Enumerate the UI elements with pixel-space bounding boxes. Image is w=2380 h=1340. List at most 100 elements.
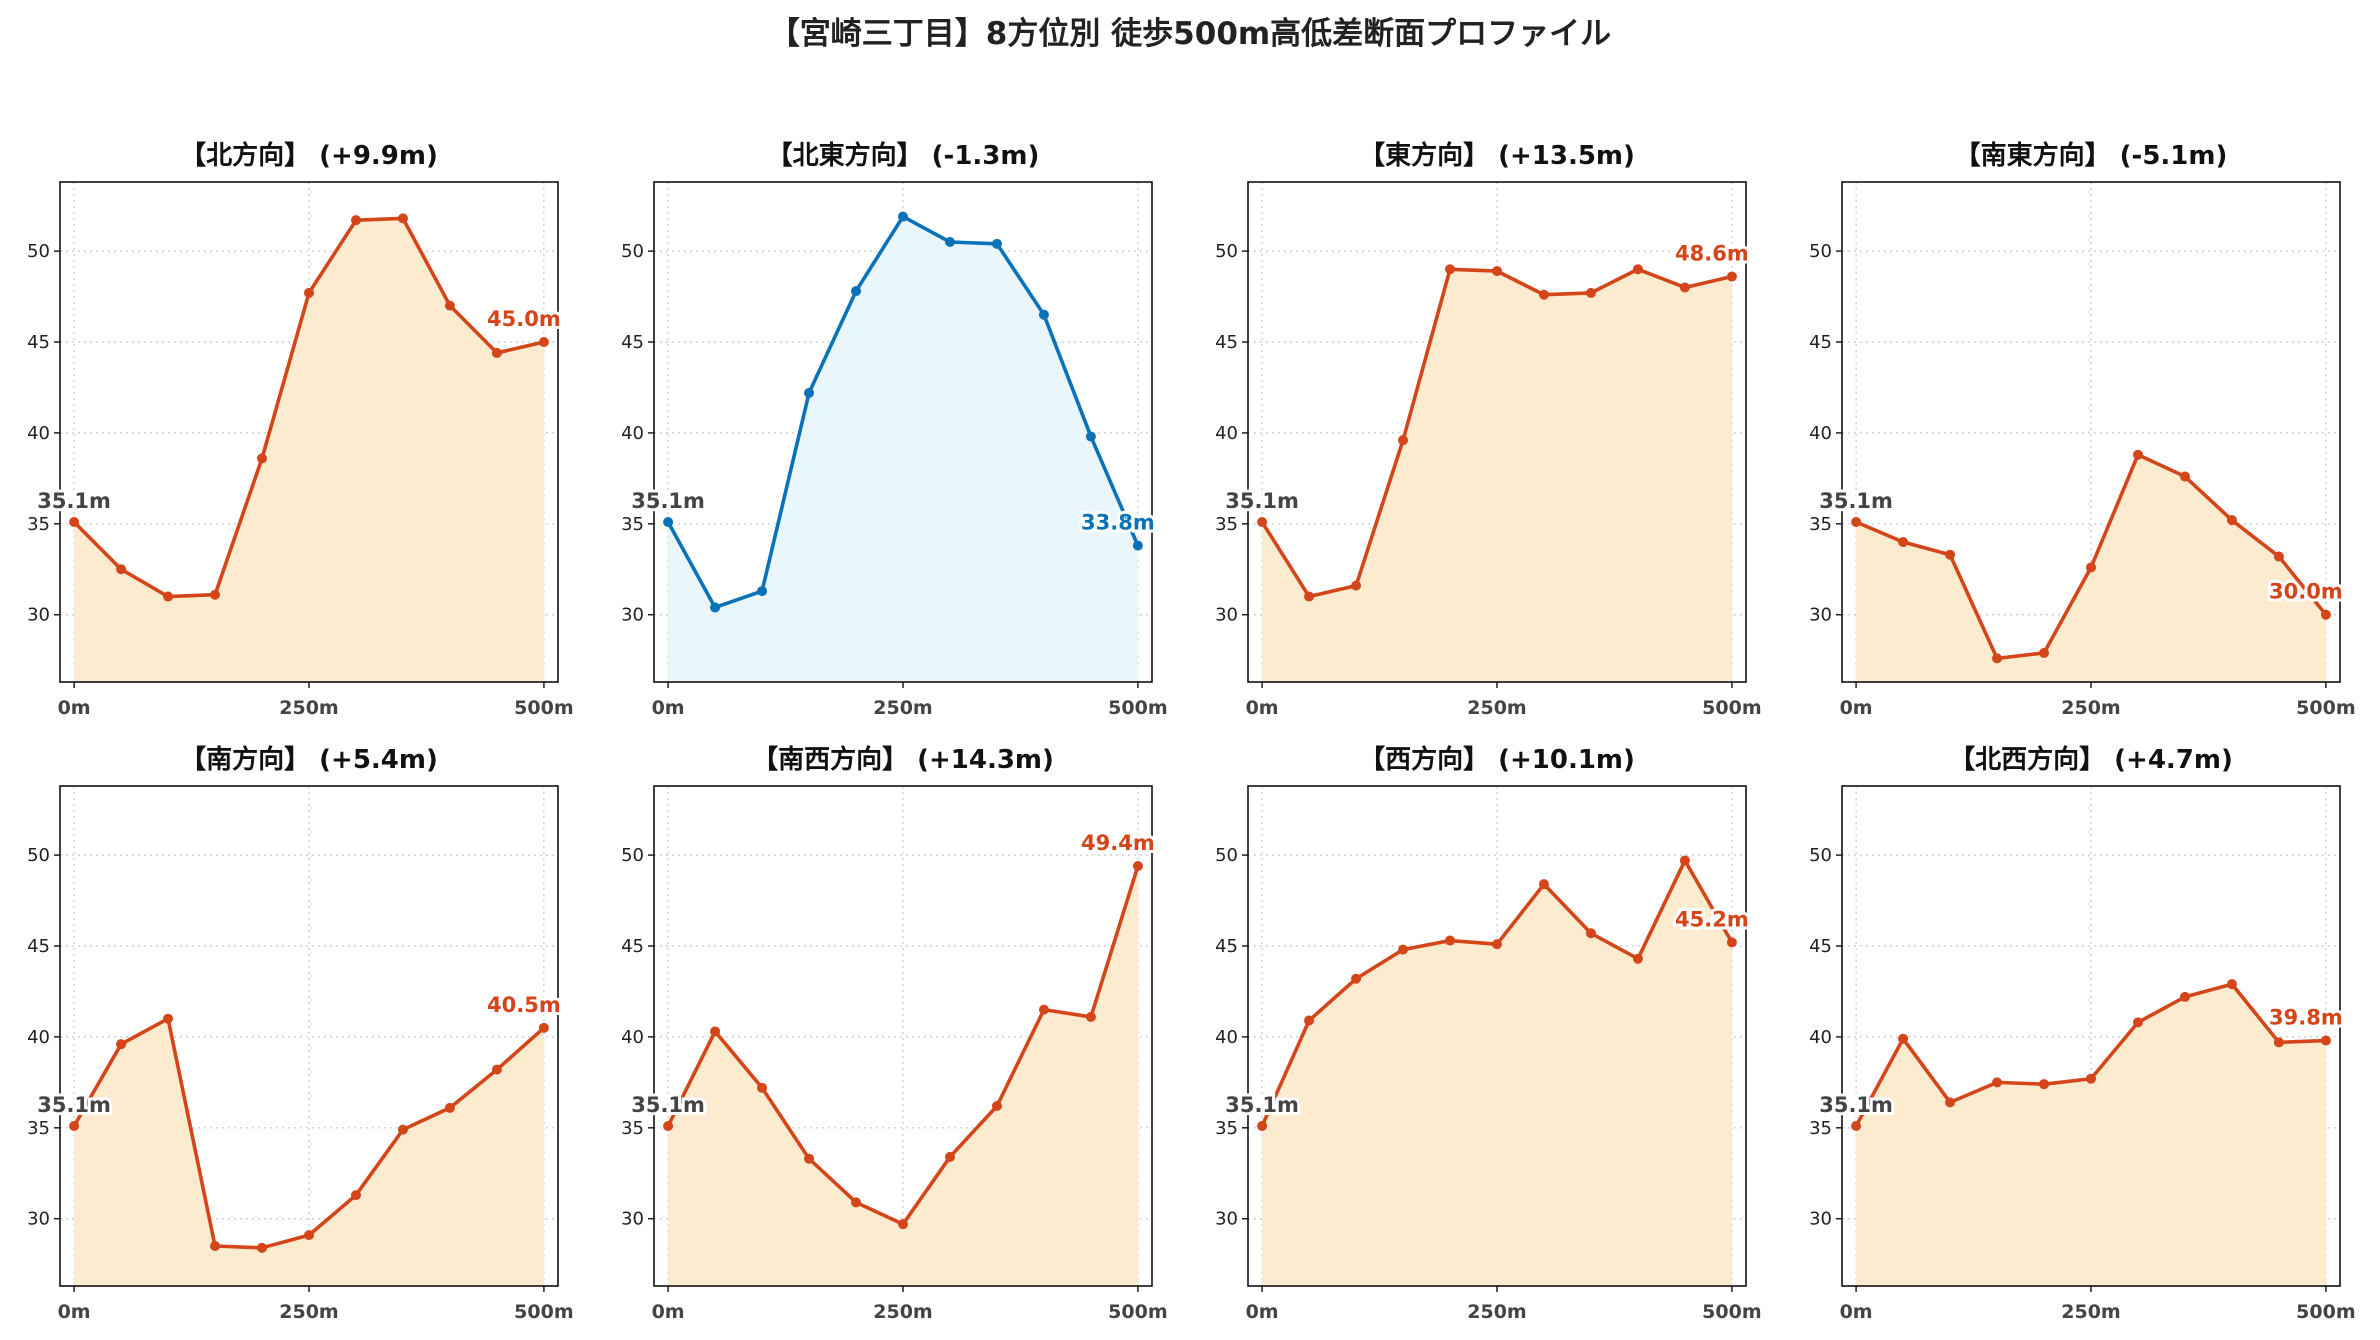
data-point — [304, 287, 314, 298]
area-fill — [1262, 269, 1732, 682]
panel-title: 【北東方向】 (-1.3m) — [767, 140, 1040, 171]
area-fill — [668, 216, 1138, 682]
x-tick-label: 0m — [1246, 1301, 1279, 1323]
data-point — [1851, 1121, 1862, 1131]
data-point — [69, 1121, 80, 1131]
data-point — [2226, 515, 2237, 526]
data-point — [1445, 935, 1456, 946]
y-tick-label: 50 — [621, 845, 644, 866]
panel-title: 【南東方向】 (-5.1m) — [1955, 140, 2228, 171]
start-value-label: 35.1m — [37, 1093, 111, 1117]
data-point — [898, 1219, 908, 1230]
y-tick-label: 50 — [1809, 241, 1832, 262]
end-value-label: 33.8m — [1081, 511, 1155, 535]
y-tick-label: 35 — [27, 514, 50, 535]
area-fill — [668, 866, 1138, 1286]
start-value-label: 35.1m — [1819, 1093, 1893, 1117]
figure-title: 【宮崎三丁目】8方位別 徒歩500m高低差断面プロファイル — [769, 16, 1611, 52]
data-point — [2226, 979, 2237, 990]
data-point — [1851, 517, 1862, 527]
data-point — [2179, 991, 2190, 1002]
x-tick-label: 500m — [514, 1301, 573, 1323]
data-point — [444, 1102, 455, 1113]
x-tick-label: 0m — [58, 1301, 91, 1323]
data-point — [1445, 264, 1456, 275]
data-point — [1585, 287, 1596, 298]
y-tick-label: 45 — [27, 332, 50, 353]
panel-title: 【南西方向】 (+14.3m) — [752, 744, 1054, 775]
x-tick-label: 250m — [279, 697, 338, 719]
data-point — [2273, 1037, 2284, 1048]
end-value-label: 40.5m — [487, 993, 561, 1017]
x-tick-label: 250m — [2061, 1301, 2120, 1323]
x-tick-label: 500m — [2296, 697, 2355, 719]
data-point — [397, 1124, 408, 1135]
data-point — [69, 517, 80, 527]
x-tick-label: 0m — [1840, 1301, 1873, 1323]
end-value-label: 45.0m — [487, 307, 561, 331]
data-point — [2179, 471, 2190, 482]
data-point — [1304, 1015, 1315, 1026]
x-tick-label: 500m — [1702, 1301, 1761, 1323]
x-tick-label: 500m — [1108, 697, 1167, 719]
end-value-label: 39.8m — [2269, 1006, 2343, 1030]
y-tick-label: 45 — [621, 936, 644, 957]
data-point — [444, 300, 455, 311]
y-tick-label: 40 — [1215, 1027, 1238, 1048]
data-point — [1257, 1121, 1268, 1131]
data-point — [2273, 551, 2284, 562]
data-point — [2320, 609, 2331, 620]
data-point — [710, 602, 721, 613]
panel-title: 【東方向】 (+13.5m) — [1359, 140, 1635, 171]
data-point — [1257, 517, 1268, 527]
data-point — [1945, 549, 1956, 560]
data-point — [491, 1064, 502, 1075]
start-value-label: 35.1m — [631, 1093, 705, 1117]
data-point — [804, 1153, 815, 1164]
data-point — [1398, 435, 1409, 446]
data-point — [538, 337, 549, 347]
data-point — [851, 286, 862, 297]
y-tick-label: 40 — [1809, 423, 1832, 444]
y-tick-label: 30 — [27, 605, 50, 626]
data-point — [2039, 1079, 2050, 1090]
y-tick-label: 35 — [1809, 1118, 1832, 1139]
x-tick-label: 250m — [873, 1301, 932, 1323]
x-tick-label: 500m — [1108, 1301, 1167, 1323]
y-tick-label: 40 — [1809, 1027, 1832, 1048]
data-point — [1679, 282, 1690, 293]
y-tick-label: 30 — [1809, 605, 1832, 626]
data-point — [538, 1022, 549, 1033]
start-value-label: 35.1m — [631, 489, 705, 513]
data-point — [1132, 540, 1143, 551]
end-value-label: 49.4m — [1081, 831, 1155, 855]
data-point — [491, 347, 502, 358]
data-point — [2086, 1073, 2096, 1084]
y-tick-label: 30 — [1215, 1209, 1238, 1230]
data-point — [1085, 431, 1096, 442]
y-tick-label: 45 — [1215, 936, 1238, 957]
data-point — [757, 1082, 768, 1093]
start-value-label: 35.1m — [1225, 1093, 1299, 1117]
x-tick-label: 500m — [514, 697, 573, 719]
data-point — [1898, 537, 1909, 547]
y-tick-label: 30 — [1809, 1209, 1832, 1230]
end-value-label: 30.0m — [2269, 580, 2343, 604]
data-point — [663, 1121, 674, 1131]
data-point — [1632, 953, 1643, 964]
data-point — [1085, 1011, 1096, 1022]
end-value-label: 45.2m — [1675, 907, 1749, 931]
data-point — [2132, 1017, 2143, 1028]
data-point — [1585, 928, 1596, 939]
x-tick-label: 250m — [2061, 697, 2120, 719]
panel-title: 【北方向】 (+9.9m) — [180, 140, 438, 171]
data-point — [1538, 289, 1549, 300]
data-point — [1726, 271, 1737, 282]
x-tick-label: 250m — [1467, 1301, 1526, 1323]
start-value-label: 35.1m — [37, 489, 111, 513]
y-tick-label: 50 — [1809, 845, 1832, 866]
y-tick-label: 50 — [621, 241, 644, 262]
